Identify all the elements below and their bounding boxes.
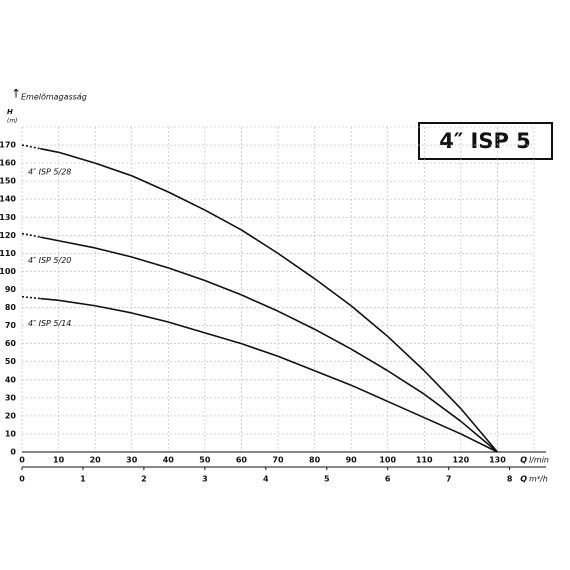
curve-segment xyxy=(241,342,279,358)
x-tick-label: 100 xyxy=(379,456,396,465)
x-tick-label: 120 xyxy=(453,456,470,465)
curve-segment xyxy=(204,209,242,231)
x-tick-label: 90 xyxy=(346,456,358,465)
curve-segment xyxy=(167,191,206,211)
x2-tick-label: 5 xyxy=(324,475,330,484)
curve-segment xyxy=(94,247,132,258)
y-tick-label: 30 xyxy=(5,393,17,402)
x-tick-label: 0 xyxy=(19,456,25,465)
x-tick-label: 10 xyxy=(53,456,65,465)
curve-segment xyxy=(460,420,498,453)
y-tick-label: 10 xyxy=(5,429,17,438)
title-box xyxy=(418,122,553,160)
y-tick-label: 80 xyxy=(5,303,17,312)
y-unit: (m) xyxy=(7,118,18,125)
curve-segment xyxy=(131,312,169,323)
y-tick-label: 60 xyxy=(5,339,17,348)
y-tick-label: 170 xyxy=(0,141,16,150)
curve-segment xyxy=(168,321,206,334)
x2-unit: m³/h xyxy=(529,475,548,484)
x-tick-label: 130 xyxy=(489,456,506,465)
x-tick-label: 60 xyxy=(236,456,248,465)
y-tick-label: 100 xyxy=(0,267,16,276)
x2-tick-label: 6 xyxy=(385,475,391,484)
y-tick-label: 150 xyxy=(0,177,16,186)
curve-segment xyxy=(21,232,41,238)
x2-symbol: Q xyxy=(520,475,527,484)
curve-segment xyxy=(314,370,352,386)
curve-segment xyxy=(423,393,462,422)
curve-segment xyxy=(240,229,279,255)
curve-segment xyxy=(168,267,206,282)
y-symbol: H xyxy=(7,108,13,116)
curve-segment xyxy=(204,279,242,296)
y-arrow: ↑ xyxy=(11,87,21,101)
curve-segment xyxy=(460,408,499,453)
x2-tick-label: 7 xyxy=(446,475,452,484)
x2-tick-label: 0 xyxy=(19,475,25,484)
series-label: 4″ ISP 5/28 xyxy=(28,168,71,177)
x2-tick-label: 2 xyxy=(141,475,147,484)
curve-segment xyxy=(21,295,41,300)
x-tick-label: 40 xyxy=(163,456,175,465)
x2-tick-label: 8 xyxy=(507,475,513,484)
curve-segment xyxy=(58,239,96,249)
x2-tick-label: 4 xyxy=(263,475,269,484)
curve-segment xyxy=(94,162,132,177)
curve-segment xyxy=(40,297,59,302)
y-tick-label: 0 xyxy=(10,448,16,457)
y-tick-label: 120 xyxy=(0,231,16,240)
x-tick-label: 20 xyxy=(90,456,102,465)
curve-segment xyxy=(350,384,389,403)
x2-tick-label: 3 xyxy=(202,475,208,484)
x-unit: l/min xyxy=(529,456,549,465)
x-tick-label: 50 xyxy=(199,456,211,465)
x-symbol: Q xyxy=(520,456,527,465)
curve-segment xyxy=(58,151,96,164)
curve-segment xyxy=(277,252,316,280)
curve-segment xyxy=(94,304,132,314)
curve-segment xyxy=(40,147,59,154)
x-tick-label: 110 xyxy=(416,456,433,465)
curve-segment xyxy=(131,256,169,269)
series-label: 4″ ISP 5/14 xyxy=(28,319,71,328)
y-label: Emelõmagasság xyxy=(21,93,87,102)
curve-segment xyxy=(314,278,352,307)
y-tick-label: 20 xyxy=(5,411,17,420)
curve-segment xyxy=(387,335,425,372)
curve-segment xyxy=(277,310,315,330)
x-tick-label: 80 xyxy=(309,456,321,465)
series-label: 4″ ISP 5/20 xyxy=(28,256,71,265)
y-tick-label: 90 xyxy=(5,285,17,294)
y-tick-label: 110 xyxy=(0,249,16,258)
curve-segment xyxy=(40,236,59,242)
curve-segment xyxy=(277,355,315,372)
y-tick-label: 140 xyxy=(0,195,16,204)
curve-segment xyxy=(131,175,169,193)
curve-segment xyxy=(350,348,389,372)
y-tick-label: 160 xyxy=(0,159,16,168)
curve-segment xyxy=(350,305,389,338)
y-tick-label: 50 xyxy=(5,357,17,366)
y-tick-label: 130 xyxy=(0,213,16,222)
chart-title: 4″ ISP 5 xyxy=(439,129,531,153)
curve-segment xyxy=(241,294,279,312)
curve-segment xyxy=(314,328,352,350)
x2-tick-label: 1 xyxy=(80,475,86,484)
curve-segment xyxy=(21,144,41,150)
curve-segment xyxy=(387,370,425,395)
curve-segment xyxy=(460,433,498,453)
curve-segment xyxy=(387,400,425,419)
curve-segment xyxy=(423,370,462,410)
curve-segment xyxy=(204,332,242,345)
curve-segment xyxy=(423,416,462,435)
y-tick-label: 70 xyxy=(5,321,17,330)
x-tick-label: 30 xyxy=(126,456,138,465)
curve-segment xyxy=(58,299,96,307)
y-tick-label: 40 xyxy=(5,375,17,384)
x-tick-label: 70 xyxy=(272,456,284,465)
